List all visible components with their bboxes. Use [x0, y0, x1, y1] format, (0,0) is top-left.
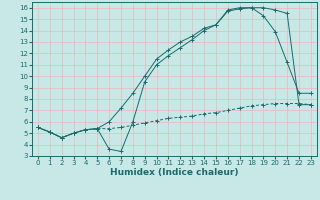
X-axis label: Humidex (Indice chaleur): Humidex (Indice chaleur) — [110, 168, 239, 177]
